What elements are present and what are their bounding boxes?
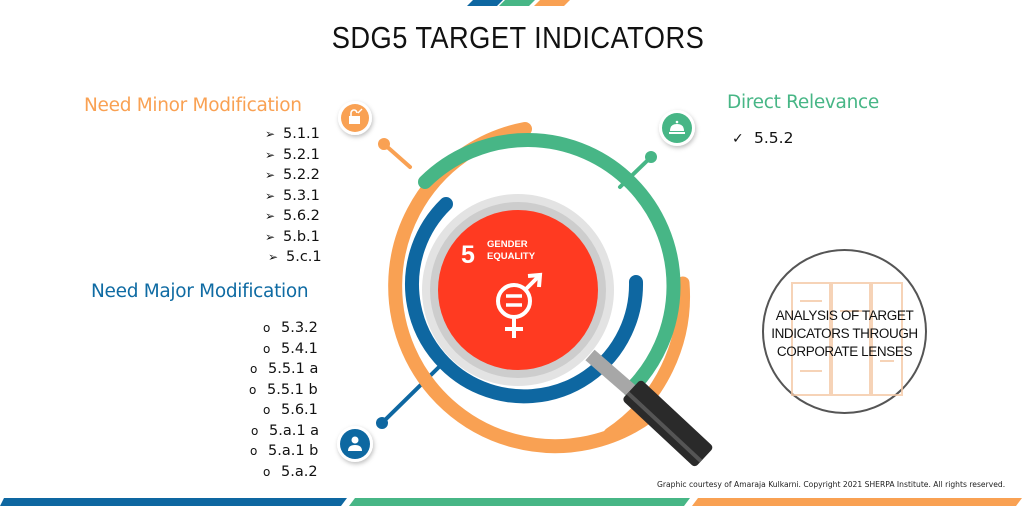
arrow-bullet-icon: ➢ — [268, 250, 279, 264]
list-item: o 5.4.1 — [263, 339, 332, 360]
green-arc — [418, 133, 681, 397]
list-item: o 5.a.1 a — [251, 421, 320, 442]
list-item: o 5.a.2 — [263, 462, 332, 483]
circle-bullet-icon: o — [263, 321, 271, 335]
circle-bullet-icon: o — [249, 382, 257, 397]
blue-arc — [405, 197, 644, 404]
orange-right-arc — [603, 276, 690, 441]
circle-bullet-icon: o — [250, 362, 258, 376]
list-item: o 5.a.1 b — [250, 441, 319, 462]
list-item: o 5.6.1 — [263, 400, 332, 421]
circle-bullet-icon: o — [263, 341, 271, 356]
sherpa-watermark-icon — [791, 282, 903, 396]
list-item: ➢ 5.1.1 — [265, 124, 322, 145]
page-title: SDG5 TARGET INDICATORS — [331, 20, 705, 55]
list-item: ➢ 5.2.1 — [265, 145, 322, 166]
sdg-line2: EQUALITY — [487, 251, 536, 262]
list-item: o 5.3.2 — [263, 318, 332, 339]
minor-modification-heading: Need Minor Modification — [84, 95, 302, 116]
list-item: ➢ 5.3.1 — [265, 186, 322, 207]
list-item: ✓ 5.5.2 — [732, 128, 793, 149]
copyright-credit: Graphic courtesy of Amaraja Kulkarni. Co… — [657, 480, 1006, 489]
user-icon — [348, 436, 362, 451]
list-item: o 5.5.1 b — [249, 380, 318, 401]
arrow-bullet-icon: ➢ — [265, 168, 276, 182]
arrow-bullet-icon: ➢ — [265, 188, 276, 203]
list-item: ➢ 5.2.2 — [265, 165, 322, 186]
sdg-line1: GENDER — [487, 239, 528, 250]
rings — [388, 122, 690, 454]
analysis-badge: ANALYSIS OF TARGET INDICATORS THROUGH CO… — [762, 249, 927, 414]
major-modification-heading: Need Major Modification — [91, 281, 309, 302]
direct-relevance-heading: Direct Relevance — [727, 92, 879, 113]
gender-equality-icon — [496, 272, 543, 338]
list-item: o 5.5.1 a — [250, 359, 319, 380]
arrow-bullet-icon: ➢ — [265, 127, 276, 141]
arrow-bullet-icon: ➢ — [265, 209, 276, 223]
bottom-bars — [0, 498, 1022, 506]
crown-icon — [669, 120, 685, 134]
lock-icon — [349, 108, 363, 124]
direct-relevance-list: ✓ 5.5.2 — [732, 128, 793, 149]
circle-bullet-icon: o — [263, 403, 271, 417]
sdg-number: 5 — [461, 241, 475, 269]
minor-modification-list: ➢ 5.1.1 ➢ 5.2.1 ➢ 5.2.2 ➢ 5.3.1 ➢ 5.6.2 ➢ 5.b.… — [265, 124, 322, 268]
arrow-bullet-icon: ➢ — [265, 229, 276, 244]
checkmark-icon: ✓ — [732, 131, 744, 147]
list-item: ➢ 5.6.2 — [265, 206, 322, 227]
arrow-bullet-icon: ➢ — [265, 147, 276, 162]
list-item: ➢ 5.b.1 — [265, 227, 322, 248]
user-icon-badge — [337, 426, 373, 462]
major-modification-list: o 5.3.2 o 5.4.1 o 5.5.1 a o 5.5.1 b o 5.6.1 o… — [0, 318, 319, 482]
list-item: ➢ 5.c.1 — [268, 247, 322, 268]
circle-bullet-icon: o — [250, 444, 258, 458]
circle-bullet-icon: o — [251, 423, 259, 438]
top-stripes — [467, 0, 570, 6]
sdg5-logo: 5 GENDER EQUALITY — [461, 239, 543, 338]
magnifying-glass — [422, 194, 713, 467]
badge-text: ANALYSIS OF TARGET INDICATORS THROUGH CO… — [771, 308, 918, 359]
circle-bullet-icon: o — [263, 464, 271, 479]
